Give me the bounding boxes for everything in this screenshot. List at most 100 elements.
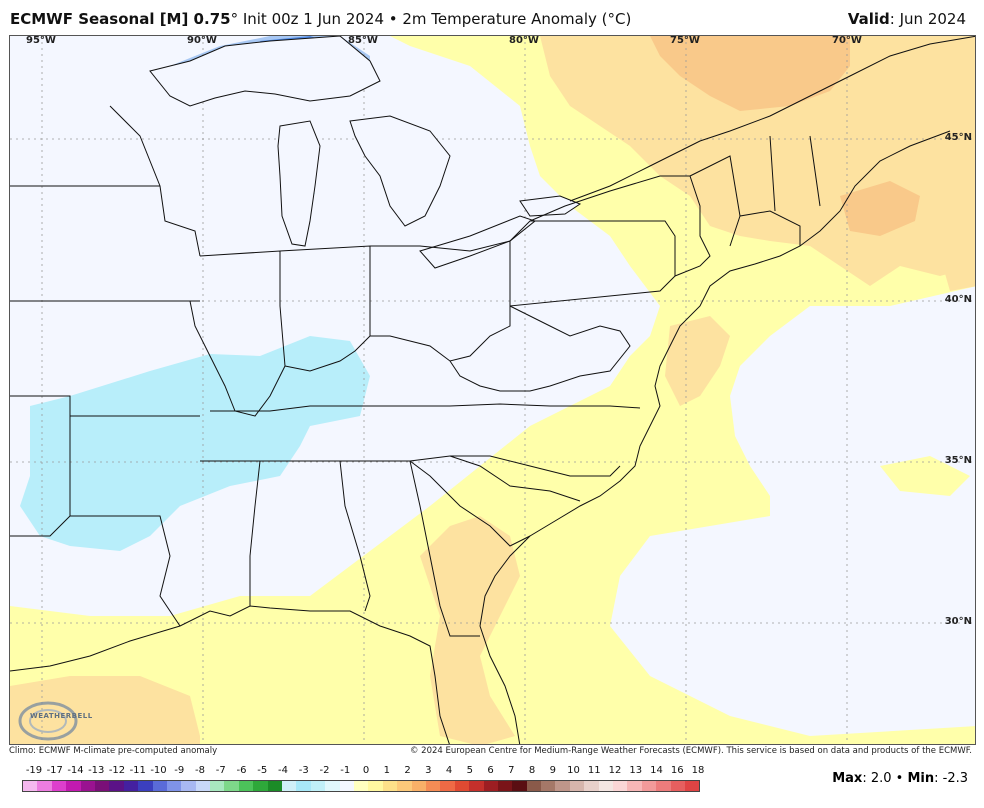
- colorbar-swatch: [224, 781, 239, 791]
- valid-value: : Jun 2024: [889, 10, 966, 28]
- longitude-label: 90°W: [187, 35, 217, 46]
- field-stats: Max: 2.0 • Min: -2.3: [832, 771, 968, 786]
- great-lakes: [149, 36, 582, 269]
- warm-anomaly-zone-midatlantic: [665, 316, 730, 406]
- colorbar-tick-label: 11: [587, 765, 601, 776]
- colorbar-swatch: [80, 781, 95, 791]
- colorbar-swatch: [526, 781, 542, 791]
- colorbar-tick-label: -7: [215, 765, 226, 776]
- colorbar-tick-label: 0: [362, 765, 370, 776]
- colorbar-swatch: [296, 781, 311, 791]
- colorbar-swatch: [541, 781, 556, 791]
- colorbar-swatch: [339, 781, 354, 791]
- colorbar-swatch: [310, 781, 326, 791]
- logo-text: WEATHERBELL: [30, 712, 93, 720]
- latitude-label: 45°N: [944, 132, 972, 143]
- colorbar-swatch: [123, 781, 139, 791]
- map-title: ECMWF Seasonal [M] 0.75° Init 00z 1 Jun …: [10, 10, 631, 28]
- colorbar-swatch: [382, 781, 398, 791]
- copyright-note: © 2024 European Centre for Medium-Range …: [409, 746, 972, 756]
- colorbar-swatch: [397, 781, 412, 791]
- warm-anomaly-zone-far-east: [940, 246, 975, 291]
- valid-label: Valid: [847, 10, 890, 28]
- colorbar-tick-label: -12: [108, 765, 126, 776]
- longitude-label: 85°W: [348, 35, 378, 46]
- weatherbell-logo: [18, 701, 78, 741]
- colorbar-swatch: [166, 781, 182, 791]
- colorbar-swatch: [181, 781, 196, 791]
- state-line-ia-mo: [10, 185, 200, 302]
- colorbar-tick-label: 16: [670, 765, 684, 776]
- anomaly-map: 95°W 90°W 85°W 80°W 75°W 70°W 45°N 40°N …: [9, 35, 976, 745]
- colorbar-swatch: [210, 781, 225, 791]
- colorbar-tick-label: 6: [487, 765, 494, 776]
- state-line-tn-south: [200, 455, 621, 477]
- colorbar-swatch: [238, 781, 254, 791]
- colorbar-swatch: [109, 781, 124, 791]
- warm-anomaly-zone-gulf-west: [10, 676, 200, 744]
- coastline-gulf: [10, 605, 450, 744]
- colorbar-swatch: [267, 781, 283, 791]
- colorbar-swatch: [641, 781, 657, 791]
- longitude-label: 75°W: [670, 35, 700, 46]
- colorbar-swatch: [152, 781, 167, 791]
- warm-anomaly-spot-east: [880, 456, 970, 496]
- colorbar-tick-label: 5: [466, 765, 473, 776]
- colorbar: [22, 780, 700, 792]
- colorbar-swatch: [23, 781, 38, 791]
- colorbar-tick-label: -5: [257, 765, 268, 776]
- longitude-label: 80°W: [509, 35, 539, 46]
- colorbar-tick-label: 1: [383, 765, 390, 776]
- colorbar-swatch: [684, 781, 700, 791]
- state-line-ar-la: [10, 415, 200, 627]
- state-line-ny: [529, 175, 711, 277]
- warm-anomaly-zone-maine: [840, 181, 920, 236]
- map-canvas: [10, 36, 975, 744]
- state-line-ga-sc: [409, 460, 531, 637]
- min-value: : -2.3: [934, 771, 968, 786]
- colorbar-tick-label: -19: [25, 765, 43, 776]
- colorbar-swatch: [613, 781, 628, 791]
- colorbar-swatch: [282, 781, 297, 791]
- colorbar-tick-label: 12: [608, 765, 622, 776]
- latitude-label: 40°N: [944, 294, 972, 305]
- cool-anomaly-zone: [20, 336, 370, 551]
- coastline-east: [569, 36, 975, 202]
- colorbar-swatch: [454, 781, 470, 791]
- colorbar-swatch: [353, 781, 369, 791]
- colorbar-tick-label: 4: [445, 765, 453, 776]
- colorbar-swatch: [94, 781, 110, 791]
- colorbar-swatch: [555, 781, 570, 791]
- colorbar-tick-label: 2: [404, 765, 411, 776]
- lake-superior: [149, 36, 381, 107]
- colorbar-swatch: [440, 781, 455, 791]
- warm-anomaly-zone-quebec: [650, 36, 850, 111]
- state-line-oh: [370, 240, 511, 362]
- colorbar-tick-label: 18: [691, 765, 705, 776]
- colorbar-swatch: [138, 781, 153, 791]
- colorbar-swatch: [483, 781, 498, 791]
- colorbar-tick-label: -8: [195, 765, 205, 776]
- colorbar-swatch: [598, 781, 614, 791]
- state-line-ms-al: [249, 460, 371, 612]
- colorbar-swatch: [195, 781, 211, 791]
- longitude-label: 95°W: [26, 35, 56, 46]
- colorbar-swatch: [425, 781, 441, 791]
- colorbar-tick-label: 3: [425, 765, 432, 776]
- state-line-mn-wi: [109, 105, 201, 257]
- state-line-new-england: [689, 135, 821, 247]
- colorbar-swatch: [253, 781, 268, 791]
- max-value: : 2.0 •: [862, 771, 908, 786]
- colorbar-tick-label: 14: [650, 765, 663, 776]
- colorbar-swatch: [325, 781, 340, 791]
- colorbar-tick-label: -2: [319, 765, 330, 776]
- model-name: ECMWF Seasonal [M] 0.75: [10, 10, 231, 28]
- colorbar-tick-label: -13: [88, 765, 105, 776]
- map-header: ECMWF Seasonal [M] 0.75° Init 00z 1 Jun …: [0, 0, 984, 34]
- climo-note: Climo: ECMWF M-climate pre-computed anom…: [9, 746, 218, 756]
- latitude-label: 35°N: [944, 455, 972, 466]
- colorbar-tick-label: -10: [150, 765, 167, 776]
- state-line-il: [189, 250, 286, 417]
- run-description: ° Init 00z 1 Jun 2024 • 2m Temperature A…: [230, 10, 632, 28]
- lake-huron: [349, 115, 451, 227]
